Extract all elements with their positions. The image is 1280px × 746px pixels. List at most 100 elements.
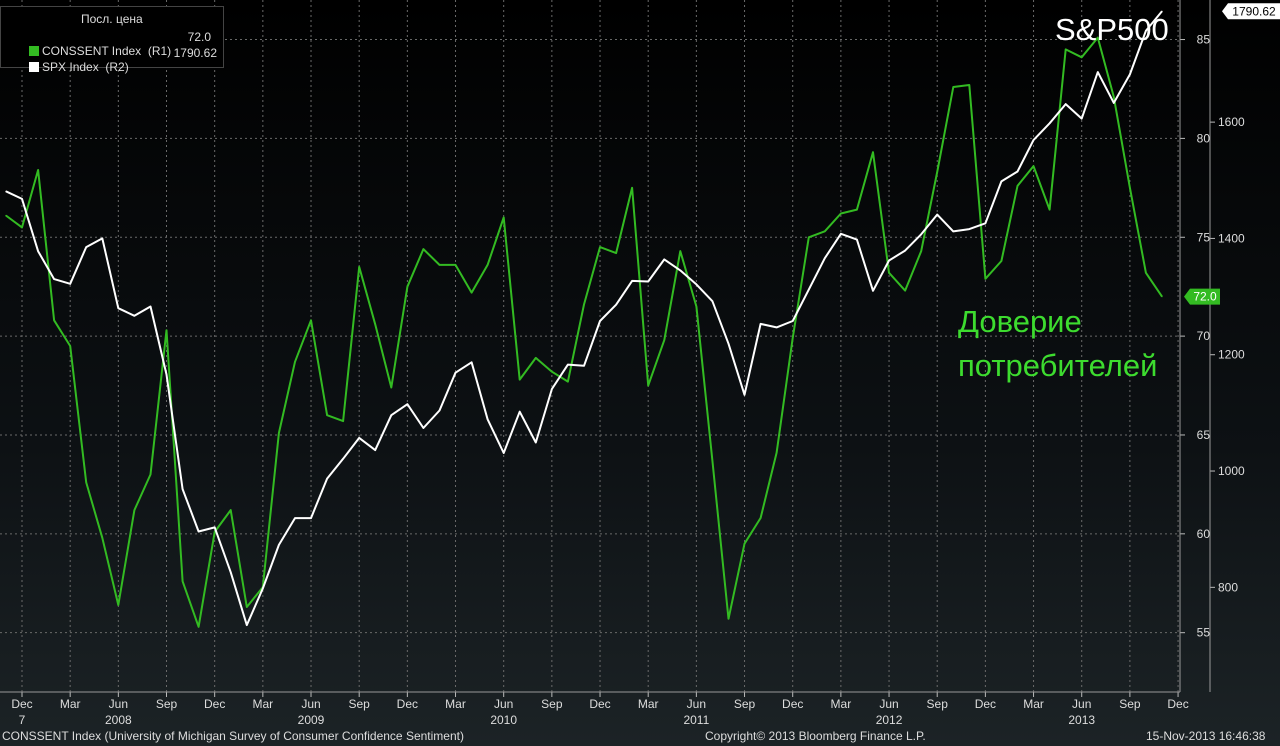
spx-point — [230, 571, 232, 573]
y1-tick-label: 60 — [1197, 527, 1211, 541]
consent-point — [278, 432, 280, 434]
legend-label: CONSSENT Index (R1) — [42, 44, 172, 58]
spx-point — [519, 411, 521, 413]
consent-point — [326, 414, 328, 416]
consent-point — [743, 543, 746, 545]
spx-point — [310, 517, 312, 519]
sp500-annotation: S&P500 — [1055, 12, 1169, 47]
consent-point — [214, 531, 216, 533]
consent-point — [53, 319, 55, 321]
consent-point — [792, 337, 794, 339]
spx-point — [85, 246, 87, 248]
footer-copyright: Copyright© 2013 Bloomberg Finance L.P. — [705, 729, 926, 743]
consent-point — [535, 357, 537, 359]
spx-point — [551, 388, 553, 390]
spx-point — [422, 427, 424, 429]
x-tick-label: Mar — [60, 697, 81, 711]
spx-point — [679, 269, 681, 271]
spx-point — [246, 624, 248, 626]
spx-point — [1000, 180, 1003, 182]
x-tick-label: Dec — [589, 697, 610, 711]
x-tick-label: Sep — [541, 697, 563, 711]
spx-point — [182, 488, 184, 490]
spx-point — [904, 250, 906, 252]
spx-point — [888, 259, 890, 262]
spx-point — [471, 361, 473, 363]
legend: Посл. цена CONSSENT Index (R1) 72.0 SPX … — [0, 6, 224, 74]
y1-tick-label: 75 — [1197, 230, 1211, 244]
y1-tick-label: 70 — [1197, 329, 1211, 343]
consent-point — [342, 420, 344, 422]
spx-point — [454, 372, 457, 374]
consent-point — [567, 381, 569, 383]
spx-point — [1097, 71, 1099, 73]
consent-point — [968, 84, 970, 86]
consent-point — [824, 230, 826, 232]
x-tick-label: Mar — [445, 697, 466, 711]
consent-point — [310, 319, 312, 321]
spx-point — [792, 320, 794, 322]
consent-point — [37, 169, 39, 171]
x-tick-label: Sep — [734, 697, 756, 711]
legend-swatch-consent — [29, 46, 40, 56]
spx-point — [567, 364, 569, 366]
spx-point — [503, 452, 505, 454]
consent-point — [454, 264, 457, 266]
consent-point — [1065, 48, 1067, 51]
spx-point — [936, 214, 938, 216]
spx-point — [760, 323, 762, 325]
spx-point — [198, 530, 200, 533]
x-year-label: 2010 — [490, 713, 517, 727]
spx-point — [631, 280, 633, 282]
consent-last-value-tag: 72.0 — [1184, 288, 1220, 305]
consent-point — [551, 371, 553, 373]
spx-point — [214, 526, 216, 529]
consent-point — [294, 361, 296, 363]
consent-point — [808, 236, 810, 238]
spx-point — [711, 300, 714, 302]
consent-point — [519, 379, 521, 381]
x-tick-label: Mar — [1023, 697, 1044, 711]
consent-point — [117, 604, 119, 606]
x-tick-label: Jun — [109, 697, 128, 711]
y1-tick-label: 55 — [1197, 626, 1211, 640]
consent-point — [952, 86, 954, 88]
x-tick-label: Sep — [1119, 697, 1141, 711]
spx-point — [1081, 118, 1083, 120]
consent-point — [1049, 209, 1051, 211]
spx-point — [695, 283, 698, 285]
spx-point — [101, 237, 103, 239]
x-tick-label: Mar — [831, 697, 852, 711]
legend-value-consent: 72.0 — [187, 30, 211, 44]
y2-tick-label: 1000 — [1218, 464, 1245, 478]
spx-point — [438, 409, 441, 412]
x-tick-label: Jun — [1072, 697, 1091, 711]
consent-point — [727, 618, 730, 620]
grid — [0, 0, 1180, 692]
spx-point — [1049, 122, 1051, 124]
spx-point — [535, 441, 537, 444]
consumer-annotation-line1: Доверие — [958, 304, 1082, 339]
spx-point — [294, 517, 296, 519]
y2-tick-label: 800 — [1218, 580, 1238, 594]
consent-point — [936, 171, 938, 173]
consent-point — [1129, 187, 1131, 189]
spx-point — [856, 239, 858, 241]
consent-point — [390, 386, 392, 389]
consent-point — [198, 626, 200, 628]
spx-point — [663, 258, 665, 260]
consent-point — [679, 250, 681, 252]
consent-point — [471, 292, 473, 294]
spx-point — [872, 290, 874, 292]
consent-point — [374, 323, 376, 325]
y2-tick-label: 1600 — [1218, 115, 1245, 129]
spx-point — [1145, 30, 1147, 32]
spx-point — [984, 222, 987, 224]
spx-point — [824, 257, 826, 259]
spx-point — [615, 304, 617, 306]
spx-point — [727, 343, 730, 345]
x-year-label: 2011 — [683, 713, 709, 727]
consent-point — [69, 345, 71, 347]
y1-tick-label: 65 — [1197, 428, 1211, 442]
